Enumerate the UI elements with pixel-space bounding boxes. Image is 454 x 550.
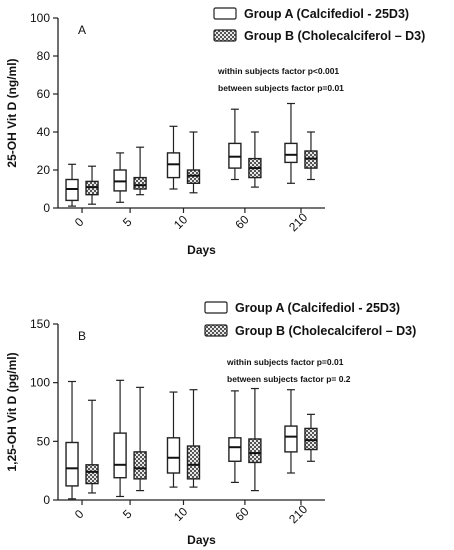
x-tick-label: 210 <box>286 210 310 234</box>
legend-swatch-group-a <box>213 7 237 20</box>
legend-label-group-b: Group B (Cholecalciferol – D3) <box>235 324 416 338</box>
panel-label: B <box>78 329 86 343</box>
x-tick-label: 60 <box>232 504 252 524</box>
box-group-a-day-5 <box>113 152 127 203</box>
box-group-a-day-10 <box>166 391 181 488</box>
box-iqr <box>284 425 298 453</box>
legend-swatch-group-a <box>204 301 228 314</box>
box-iqr <box>85 464 99 485</box>
box-iqr <box>65 441 79 487</box>
y-axis-label: 25-OH Vit D (ng/ml) <box>5 58 19 167</box>
box-group-b-day-60 <box>248 387 262 492</box>
box-iqr <box>228 437 242 462</box>
box-group-b-day-210 <box>304 413 318 462</box>
y-tick-label: 0 <box>43 201 50 215</box>
box-group-b-day-5 <box>133 386 147 492</box>
box-group-b-day-210 <box>304 131 318 181</box>
box-iqr <box>284 142 298 164</box>
chart-panel-A: 0 20 40 60 80 100 0 5 10 60 210 25-OH Vit D (ng/ml)… <box>5 7 425 257</box>
stats-annotation: within subjects factor p<0.001 <box>217 66 339 76</box>
y-tick-label: 40 <box>37 125 51 139</box>
box-iqr <box>166 437 181 474</box>
box-iqr <box>304 427 318 451</box>
legend-label-group-b: Group B (Cholecalciferol – D3) <box>244 29 425 43</box>
legend-swatch-group-b <box>204 324 228 337</box>
box-group-a-day-60 <box>228 108 242 181</box>
box-iqr <box>133 451 147 480</box>
y-axis-label: 1,25-OH Vit D (pg/ml) <box>5 352 19 471</box>
panel-label: A <box>78 23 86 37</box>
box-group-b-day-10 <box>186 131 201 194</box>
x-tick-label: 60 <box>232 212 252 232</box>
y-tick-label: 80 <box>37 49 51 63</box>
y-tick-label: 150 <box>30 317 50 331</box>
stats-annotation: within subjects factor p=0.01 <box>226 357 344 367</box>
y-tick-label: 0 <box>43 493 50 507</box>
y-tick-label: 100 <box>30 376 50 390</box>
box-group-a-day-0 <box>65 163 79 207</box>
box-group-b-day-0 <box>85 165 99 205</box>
box-group-b-day-5 <box>133 146 147 196</box>
box-group-a-day-210 <box>284 102 298 184</box>
y-tick-label: 50 <box>37 434 51 448</box>
box-iqr <box>113 432 127 479</box>
y-tick-label: 20 <box>37 163 51 177</box>
chart-panel-B: 0 50 100 150 0 5 10 60 210 1,25-OH Vit D (pg/ml) D… <box>5 301 416 547</box>
stats-annotation: between subjects factor p=0.01 <box>218 83 344 93</box>
box-iqr <box>186 445 201 480</box>
y-tick-label: 60 <box>37 87 51 101</box>
x-tick-label: 10 <box>171 212 191 232</box>
stats-annotation: between subjects factor p= 0.2 <box>227 374 351 384</box>
box-group-a-day-10 <box>166 125 181 190</box>
x-tick-label: 0 <box>72 215 87 230</box>
x-tick-label: 10 <box>171 504 191 524</box>
x-tick-label: 5 <box>120 215 135 230</box>
box-group-a-day-210 <box>284 389 298 474</box>
legend-label-group-a: Group A (Calcifediol - 25D3) <box>235 301 400 315</box>
box-iqr <box>133 176 147 190</box>
x-tick-label: 210 <box>286 502 310 526</box>
box-iqr <box>248 438 262 464</box>
box-group-b-day-0 <box>85 399 99 494</box>
x-axis-label: Days <box>187 533 216 547</box>
box-group-a-day-60 <box>228 390 242 483</box>
x-axis-label: Days <box>187 243 216 257</box>
legend-swatch-group-b <box>213 29 237 42</box>
box-group-a-day-5 <box>113 379 127 498</box>
x-tick-label: 0 <box>72 507 87 522</box>
y-tick-label: 100 <box>30 11 50 25</box>
x-tick-label: 5 <box>120 507 135 522</box>
legend-label-group-a: Group A (Calcifediol - 25D3) <box>244 7 409 21</box>
box-group-a-day-0 <box>65 380 79 500</box>
box-group-b-day-60 <box>248 131 262 188</box>
box-group-b-day-10 <box>186 389 201 488</box>
